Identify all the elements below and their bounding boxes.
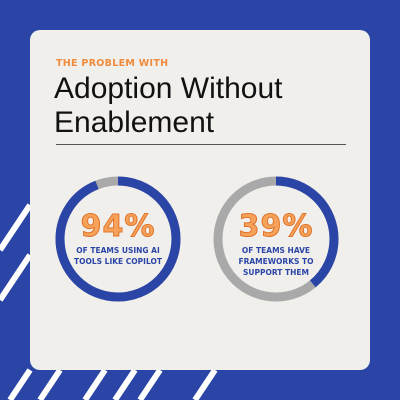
stat-gauge-frameworks: 39% OF TEAMS HAVE FRAMEWORKS TO SUPPORT … <box>212 175 340 303</box>
eyebrow-label: THE PROBLEM WITH <box>56 58 169 69</box>
stripe <box>192 368 218 400</box>
stripe <box>0 253 33 302</box>
stripe <box>37 368 63 400</box>
stat-label: OF TEAMS HAVE FRAMEWORKS TO SUPPORT THEM <box>238 246 314 277</box>
stat-percent: 39% <box>238 209 314 245</box>
page-title: Adoption Without Enablement <box>54 72 283 139</box>
stat-percent: 94% <box>80 209 156 245</box>
ring-chart <box>55 176 181 302</box>
divider <box>56 144 346 145</box>
stat-label: OF TEAMS USING AI TOOLS LIKE COPILOT <box>74 246 162 266</box>
ring-fill <box>213 176 339 302</box>
ring-fill <box>55 176 181 302</box>
stripe <box>112 368 138 400</box>
stripe <box>7 368 33 400</box>
ring-chart <box>213 176 339 302</box>
stat-gauge-adoption: 94% OF TEAMS USING AI TOOLS LIKE COPILOT <box>54 175 182 303</box>
stripe <box>137 368 163 400</box>
content-card: THE PROBLEM WITH Adoption Without Enable… <box>30 30 370 370</box>
stripe <box>0 203 33 252</box>
stripe <box>82 368 108 400</box>
